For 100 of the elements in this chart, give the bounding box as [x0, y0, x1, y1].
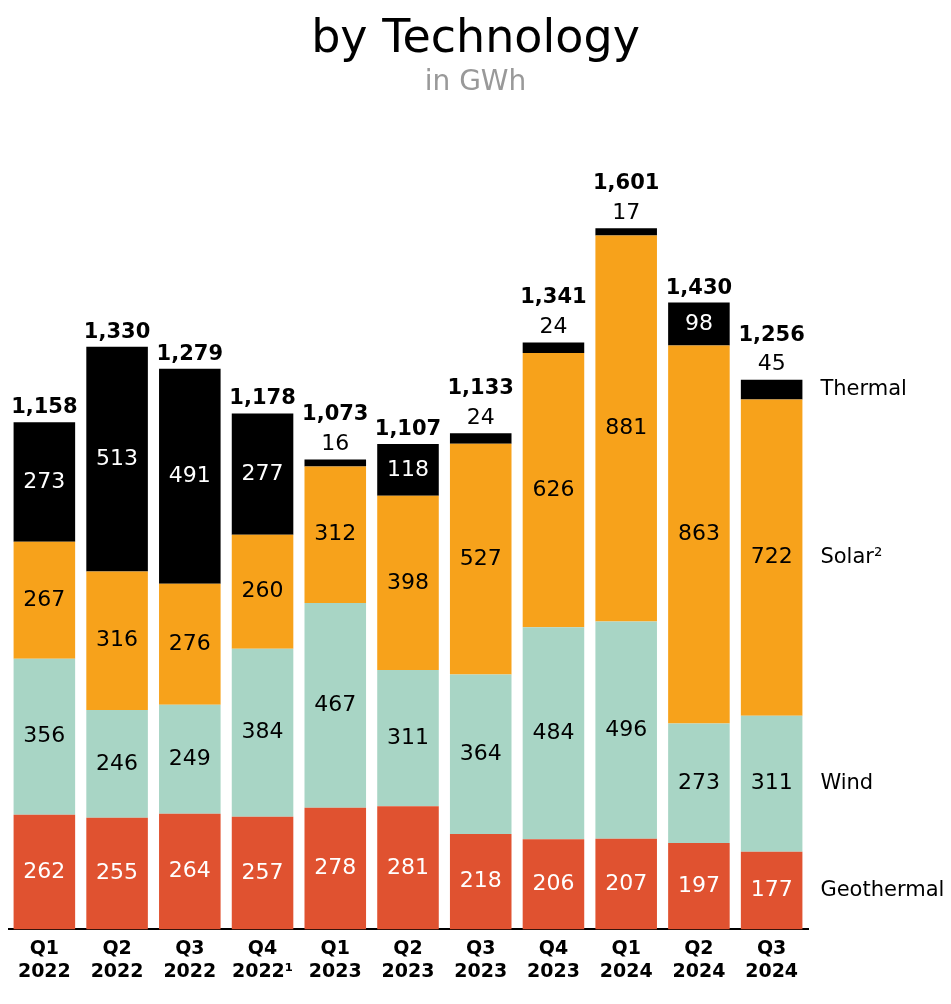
data-label: 98	[684, 309, 713, 335]
data-label: 246	[96, 749, 139, 775]
bar	[377, 444, 439, 496]
total-label: 1,330	[83, 318, 151, 343]
bar	[668, 302, 730, 346]
data-label: 24	[539, 313, 568, 339]
total-label: 1,073	[302, 401, 369, 426]
bar	[13, 422, 76, 542]
data-label: 467	[314, 691, 357, 717]
bar	[13, 541, 76, 659]
x-tick-label: Q2 2023	[381, 935, 435, 981]
data-label: 513	[96, 444, 139, 470]
bar	[231, 648, 294, 817]
data-label: 311	[387, 723, 429, 749]
bar	[13, 658, 76, 815]
data-label: 626	[532, 475, 575, 501]
bar	[377, 806, 439, 930]
bar	[522, 627, 585, 840]
data-label: 281	[387, 853, 429, 879]
data-label: 311	[750, 769, 793, 795]
bar	[304, 459, 367, 467]
data-label: 364	[459, 739, 502, 765]
bar	[304, 603, 367, 808]
bar	[377, 495, 439, 671]
data-label: 16	[321, 430, 350, 456]
bar	[740, 379, 803, 400]
data-label: 197	[677, 871, 720, 897]
data-label: 496	[605, 715, 648, 741]
data-label: 257	[241, 858, 284, 884]
data-label: 312	[314, 520, 357, 546]
total-label: 1,601	[592, 170, 660, 195]
total-label: 1,178	[229, 385, 296, 410]
x-tick-label: Q1 2022	[17, 935, 71, 981]
data-label: 276	[168, 629, 211, 655]
data-label: 206	[532, 870, 575, 895]
bar	[86, 709, 148, 818]
series-label: Geothermal	[820, 877, 945, 902]
total-label: 1,430	[665, 274, 733, 299]
bar	[449, 443, 512, 675]
data-label: 881	[605, 414, 648, 440]
total-label: 1,256	[738, 321, 805, 346]
bar	[522, 352, 585, 628]
bar	[595, 228, 657, 236]
data-label: 316	[96, 626, 139, 652]
data-label: 356	[23, 722, 66, 748]
bar	[595, 838, 657, 930]
bar	[595, 235, 657, 622]
series-label: Wind	[820, 770, 874, 795]
x-tick-label: Q2 2022	[90, 935, 144, 981]
x-tick-label: Q4 2022¹	[231, 935, 294, 981]
bar	[159, 813, 221, 930]
bar	[595, 621, 657, 839]
data-label: 24	[466, 403, 495, 429]
chart-subtitle: in GWh	[423, 64, 528, 97]
data-label: 398	[387, 568, 429, 594]
bar	[86, 346, 148, 572]
data-label: 207	[605, 869, 648, 895]
bar	[522, 839, 585, 930]
bar	[86, 571, 148, 710]
bar	[740, 399, 803, 716]
bar	[159, 368, 221, 584]
bar	[668, 345, 730, 724]
data-label: 218	[459, 867, 502, 893]
total-label: 1,107	[374, 416, 442, 441]
bar	[668, 843, 730, 930]
bar	[304, 807, 367, 930]
bar	[449, 433, 512, 444]
bar	[231, 534, 294, 649]
data-label: 722	[750, 543, 793, 569]
x-tick-label: Q2 2024	[672, 935, 726, 981]
data-label: 863	[677, 520, 720, 546]
x-tick-label: Q1 2024	[599, 935, 653, 981]
bar	[522, 342, 585, 353]
x-tick-label: Q1 2023	[308, 935, 362, 981]
total-label: 1,341	[520, 284, 587, 309]
total-label: 1,158	[11, 394, 78, 419]
data-label: 45	[757, 350, 786, 376]
data-label: 491	[168, 462, 211, 488]
data-label: 267	[23, 585, 66, 611]
data-label: 384	[241, 718, 284, 744]
data-label: 484	[532, 718, 575, 744]
x-tick-label: Q3 2024	[745, 935, 799, 981]
bar	[304, 466, 367, 604]
data-label: 273	[677, 769, 720, 795]
bar	[86, 817, 148, 930]
total-label: 1,133	[447, 375, 514, 400]
bar	[231, 413, 294, 535]
bar	[13, 814, 76, 930]
data-label: 118	[387, 455, 429, 481]
bar	[449, 833, 512, 930]
data-label: 262	[23, 857, 66, 883]
data-label: 264	[168, 857, 211, 883]
data-label: 278	[314, 854, 357, 880]
data-label: 277	[241, 459, 284, 485]
bar	[377, 670, 439, 807]
x-tick-label: Q4 2023	[527, 935, 580, 981]
bar	[231, 816, 294, 930]
bar	[740, 851, 803, 930]
series-label: Thermal	[819, 376, 907, 401]
data-label: 527	[459, 544, 502, 570]
